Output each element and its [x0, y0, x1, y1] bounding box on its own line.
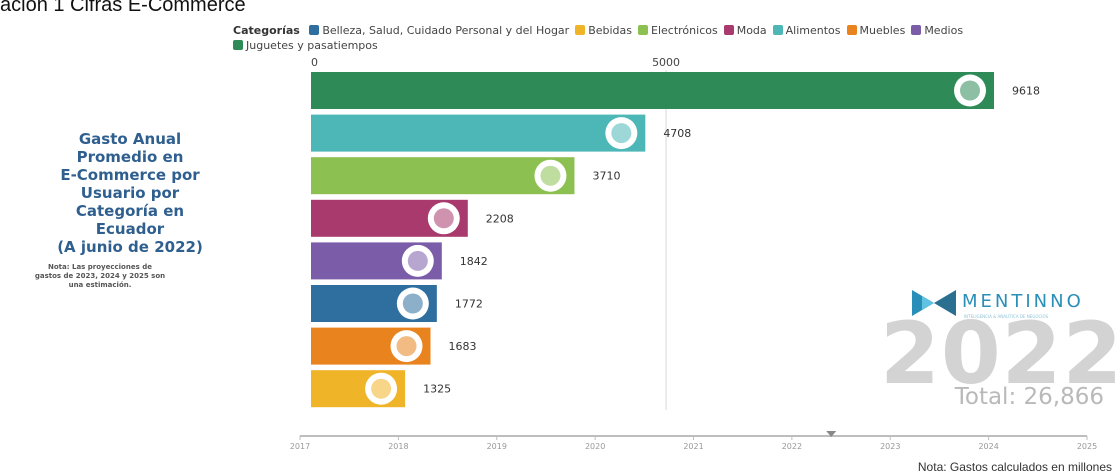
legend-item: Medios: [911, 23, 963, 38]
legend-swatch: [233, 40, 243, 50]
legend-swatch: [911, 25, 922, 35]
legend-item: Belleza, Salud, Cuidado Personal y del H…: [309, 23, 569, 38]
page-header: ación 1 Cifras E-Commerce: [0, 0, 246, 16]
x-tick-label: 0: [311, 56, 318, 69]
projection-note: Nota: Las proyecciones de gastos de 2023…: [20, 263, 180, 290]
chart-title-line: Categoría en: [75, 202, 185, 220]
timeline-year-label: 2021: [683, 442, 703, 451]
legend-swatch: [772, 25, 783, 35]
bar-value-label: 4708: [663, 127, 691, 140]
bar-value-label: 1325: [423, 383, 451, 396]
legend-swatch: [638, 25, 649, 35]
legend-label: Electrónicos: [651, 24, 718, 37]
bar-value-label: 1683: [449, 340, 477, 353]
legend-item: Muebles: [846, 23, 906, 38]
legend-item: Juguetes y pasatiempos: [233, 38, 378, 53]
chart-title-line: Usuario por: [80, 184, 180, 202]
legend-label: Belleza, Salud, Cuidado Personal y del H…: [322, 24, 570, 37]
legend-item: Bebidas: [575, 23, 632, 38]
legend-label: Muebles: [859, 24, 906, 37]
total-label: Total: 26,866: [954, 384, 1104, 410]
legend-label: Medios: [924, 24, 964, 37]
legend-swatch: [723, 25, 734, 35]
bar-value-label: 3710: [592, 170, 620, 183]
bar-value-label: 2208: [486, 212, 514, 225]
legend-label: Moda: [736, 24, 767, 37]
chart-title-line: Promedio en: [76, 148, 184, 166]
timeline-year-label: 2024: [978, 442, 998, 451]
timeline-year-label: 2022: [782, 442, 802, 451]
chart-title-line: Gasto Anual: [78, 130, 182, 148]
legend-item: Electrónicos: [638, 23, 718, 38]
legend-swatch: [309, 25, 320, 35]
current-year: 2022: [880, 304, 1116, 404]
legend-label: Bebidas: [588, 24, 633, 37]
x-tick-label: 5000: [652, 56, 680, 69]
timeline-year-label: 2017: [290, 442, 310, 451]
brand-tagline: INTELIGENCIA & ANALÍTICA DE NEGOCIOS: [964, 314, 1049, 319]
timeline-year-label: 2018: [388, 442, 408, 451]
bar: [311, 72, 994, 109]
mentinno-logo-icon: [912, 290, 956, 316]
legend-item: Moda: [723, 23, 767, 38]
projection-note-line: Nota: Las proyecciones de: [48, 263, 152, 271]
legend-label: Juguetes y pasatiempos: [246, 39, 378, 52]
timeline-year-label: 2025: [1077, 442, 1097, 451]
sofa-icon-glyph: [396, 336, 417, 357]
grocery-bag-icon-glyph: [611, 123, 632, 144]
footnote: Nota: Gastos calculados en millones: [917, 460, 1112, 474]
brand-name: MENTINNO: [962, 291, 1084, 312]
chart-title-line: Ecuador: [95, 220, 165, 238]
beauty-icon-glyph: [402, 293, 423, 314]
bottles-icon-glyph: [371, 378, 392, 399]
timeline-year-label: 2019: [487, 442, 507, 451]
monitor-icon-glyph: [540, 165, 561, 186]
projection-note-line: gastos de 2023, 2024 y 2025 son: [34, 272, 166, 280]
bar-value-label: 1772: [455, 298, 483, 311]
media-icon-glyph: [407, 250, 428, 271]
bar: [311, 114, 646, 152]
chart-title-line: (A junio de 2022): [57, 238, 203, 256]
timeline-marker: [826, 431, 837, 437]
rocking-horse-icon-glyph: [960, 80, 980, 101]
timeline-year-label: 2023: [880, 442, 900, 451]
chart-title: Gasto Anual Promedio en E-Commerce por U…: [30, 130, 230, 256]
legend-item: Alimentos: [772, 23, 841, 38]
brand-logo: MENTINNO INTELIGENCIA & ANALÍTICA DE NEG…: [912, 288, 1112, 322]
bar: [311, 157, 575, 195]
legend-swatch: [846, 25, 857, 35]
chart-legend: Categorías Belleza, Salud, Cuidado Perso…: [233, 23, 1063, 53]
timeline-year-label: 2020: [585, 442, 605, 451]
legend-title: Categorías: [233, 24, 300, 37]
legend-swatch: [575, 25, 586, 35]
bar-value-label: 1842: [460, 255, 488, 268]
tshirt-icon-glyph: [433, 208, 454, 229]
bar-value-label: 9618: [1012, 85, 1040, 98]
projection-note-line: una estimación.: [68, 281, 132, 289]
legend-label: Alimentos: [785, 24, 841, 37]
chart-title-line: E-Commerce por: [60, 166, 200, 184]
